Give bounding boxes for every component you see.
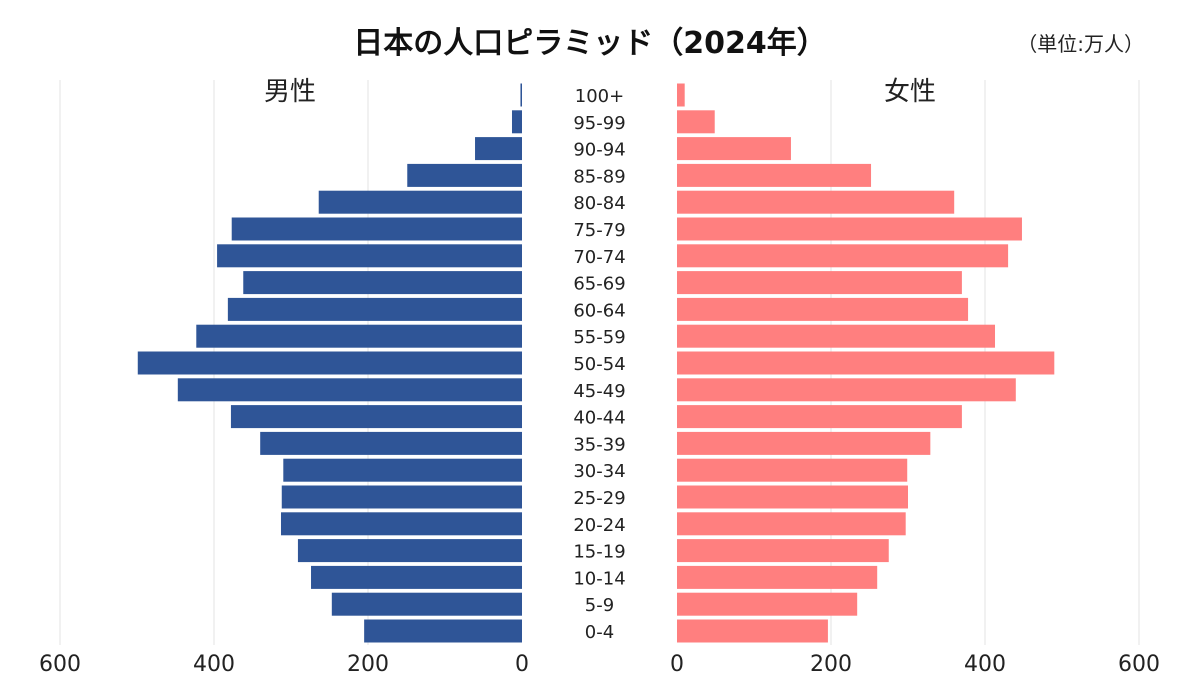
bar-male-5-9 xyxy=(331,592,522,616)
age-label: 95-99 xyxy=(573,113,625,134)
age-label: 90-94 xyxy=(573,140,625,161)
age-label: 60-64 xyxy=(573,300,625,321)
bar-female-10-14 xyxy=(677,565,878,589)
x-tick-label-left: 600 xyxy=(39,652,81,677)
bar-male-0-4 xyxy=(364,619,522,643)
age-label: 0-4 xyxy=(585,622,614,643)
bar-female-80-84 xyxy=(677,190,955,214)
bar-female-60-64 xyxy=(677,297,969,321)
age-label: 5-9 xyxy=(585,595,614,616)
age-label: 75-79 xyxy=(573,220,625,241)
bar-female-50-54 xyxy=(677,351,1055,375)
bar-female-55-59 xyxy=(677,324,996,348)
bar-male-40-44 xyxy=(230,405,522,429)
bar-male-70-74 xyxy=(217,244,522,268)
bar-female-45-49 xyxy=(677,378,1016,402)
bar-male-80-84 xyxy=(318,190,522,214)
bar-female-40-44 xyxy=(677,405,962,429)
x-tick-label-right: 0 xyxy=(670,652,684,677)
x-tick-label-right: 400 xyxy=(964,652,1006,677)
x-tick-label-right: 600 xyxy=(1118,652,1160,677)
bar-male-55-59 xyxy=(196,324,523,348)
bar-female-0-4 xyxy=(677,619,828,643)
x-tick-label-left: 400 xyxy=(193,652,235,677)
age-label: 35-39 xyxy=(573,434,625,455)
bar-female-70-74 xyxy=(677,244,1009,268)
age-label: 15-19 xyxy=(573,542,625,563)
age-label: 20-24 xyxy=(573,515,625,536)
bar-male-35-39 xyxy=(260,431,522,455)
age-label: 25-29 xyxy=(573,488,625,509)
bar-male-95-99 xyxy=(511,110,522,134)
unit-label: （単位:万人） xyxy=(1017,32,1144,56)
bar-female-75-79 xyxy=(677,217,1022,241)
bar-male-45-49 xyxy=(177,378,522,402)
bar-male-65-69 xyxy=(243,271,522,295)
bar-female-100+ xyxy=(677,83,685,107)
bar-female-95-99 xyxy=(677,110,715,134)
bar-male-10-14 xyxy=(311,565,522,589)
age-label: 40-44 xyxy=(573,408,625,429)
age-label: 70-74 xyxy=(573,247,625,268)
bar-male-20-24 xyxy=(280,512,522,536)
age-label: 50-54 xyxy=(573,354,625,375)
bar-male-90-94 xyxy=(475,137,522,161)
bar-male-60-64 xyxy=(227,297,523,321)
age-label: 85-89 xyxy=(573,166,625,187)
chart-title: 日本の人口ピラミッド（2024年） xyxy=(353,26,827,61)
bar-female-15-19 xyxy=(677,539,889,563)
age-label: 100+ xyxy=(575,86,624,107)
age-label: 30-34 xyxy=(573,461,625,482)
bar-male-75-79 xyxy=(231,217,522,241)
bar-female-85-89 xyxy=(677,163,872,187)
bar-male-85-89 xyxy=(407,163,522,187)
age-label: 10-14 xyxy=(573,568,625,589)
bar-male-25-29 xyxy=(281,485,522,509)
bar-female-90-94 xyxy=(677,137,791,161)
series-label-female: 女性 xyxy=(884,77,936,107)
x-tick-label-left: 200 xyxy=(347,652,389,677)
age-label: 45-49 xyxy=(573,381,625,402)
bar-male-30-34 xyxy=(283,458,522,482)
bar-female-65-69 xyxy=(677,271,962,295)
x-tick-label-right: 200 xyxy=(810,652,852,677)
bar-male-50-54 xyxy=(137,351,522,375)
x-tick-label-left: 0 xyxy=(515,652,529,677)
bar-female-30-34 xyxy=(677,458,908,482)
bar-female-5-9 xyxy=(677,592,858,616)
age-label: 65-69 xyxy=(573,274,625,295)
series-label-male: 男性 xyxy=(264,77,316,107)
bar-female-25-29 xyxy=(677,485,908,509)
bar-female-20-24 xyxy=(677,512,906,536)
bar-male-15-19 xyxy=(297,539,522,563)
bar-male-100+ xyxy=(520,83,522,107)
age-label: 80-84 xyxy=(573,193,625,214)
age-label: 55-59 xyxy=(573,327,625,348)
bar-female-35-39 xyxy=(677,431,931,455)
